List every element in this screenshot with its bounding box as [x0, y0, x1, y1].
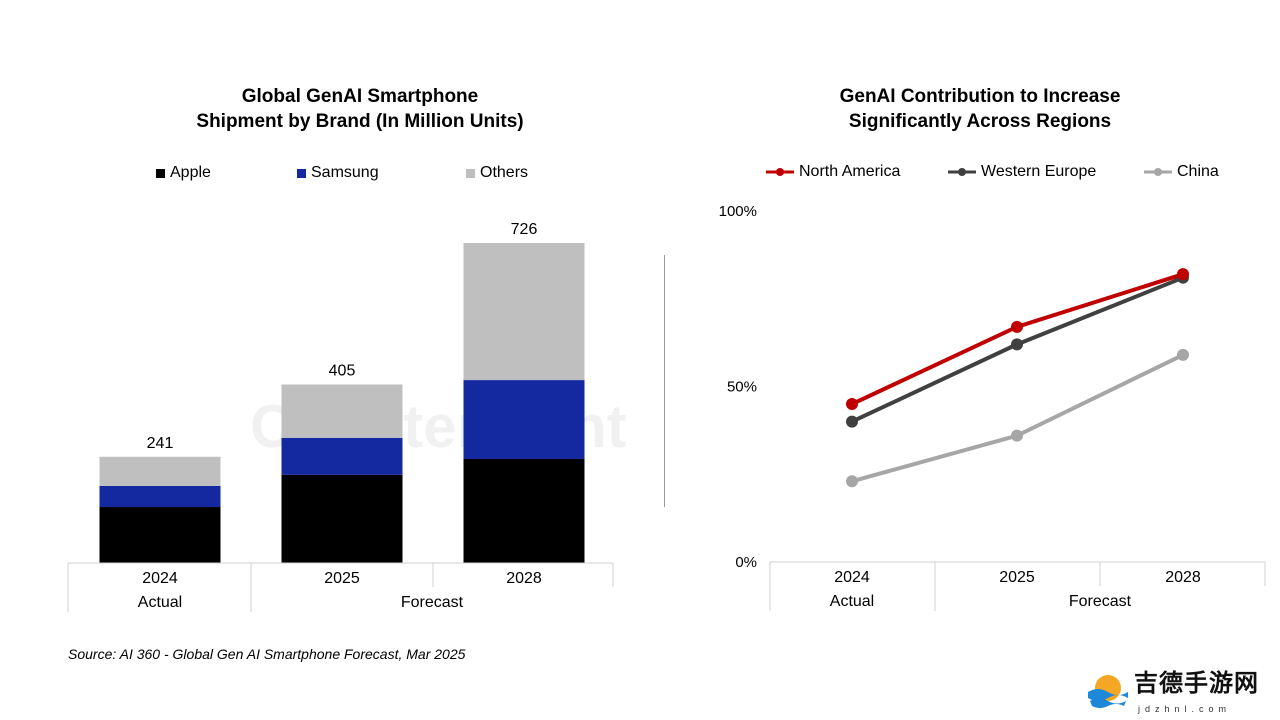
legend-swatch-apple — [156, 168, 165, 178]
bar-apple-2025 — [281, 474, 403, 563]
bar-chart-title: Global GenAI Smartphone Shipment by Bran… — [100, 84, 620, 134]
legend-marker-china — [1144, 168, 1172, 176]
line-x-tick-label: 2024 — [834, 569, 870, 586]
site-logo-url: jdzhnl.com — [1138, 704, 1232, 714]
line-y-tick-label: 100% — [719, 203, 757, 220]
bar-apple-2028 — [463, 458, 585, 563]
legend-label: Apple — [170, 164, 211, 181]
line-point-western-europe-2024 — [846, 415, 858, 428]
legend-western-europe: Western Europe — [948, 163, 1096, 181]
legend-swatch-others — [466, 168, 475, 178]
line-point-china-2025 — [1011, 429, 1023, 442]
source-note: Source: AI 360 - Global Gen AI Smartphon… — [68, 646, 466, 662]
bar-apple-2024 — [99, 507, 221, 563]
bar-total-label-2028: 726 — [511, 221, 538, 238]
line-point-north-america-2028 — [1177, 268, 1189, 281]
line-group-label: Actual — [830, 593, 874, 610]
legend-label: Western Europe — [981, 163, 1097, 180]
legend-marker-na — [766, 168, 794, 176]
legend-label: Others — [480, 164, 529, 181]
line-chart-title: GenAI Contribution to Increase Significa… — [720, 84, 1240, 134]
legend-marker-we — [948, 168, 976, 176]
bar-group-label: Forecast — [401, 594, 464, 611]
line-x-tick-label: 2025 — [999, 569, 1035, 586]
line-point-north-america-2025 — [1011, 320, 1023, 333]
site-logo-icon — [1088, 675, 1128, 708]
bar-x-tick-label: 2024 — [142, 570, 178, 587]
divider — [664, 255, 665, 507]
line-point-china-2028 — [1177, 348, 1189, 361]
line-series-china — [851, 353, 1184, 484]
bar-others-2024 — [99, 456, 221, 486]
legend-apple: Apple — [156, 164, 211, 182]
line-point-china-2024 — [846, 475, 858, 488]
bar-others-2025 — [281, 384, 403, 438]
legend-label: Samsung — [311, 164, 379, 181]
legend-samsung: Samsung — [297, 164, 379, 182]
bar-total-label-2025: 405 — [329, 362, 356, 379]
line-y-tick-label: 50% — [727, 379, 757, 396]
legend-north-america: North America — [766, 163, 900, 181]
bar-others-2028 — [463, 243, 585, 381]
legend-label: China — [1177, 163, 1219, 180]
legend-china: China — [1144, 163, 1219, 181]
bar-samsung-2028 — [463, 380, 585, 459]
legend-others: Others — [466, 164, 528, 182]
bar-samsung-2025 — [281, 437, 403, 475]
line-x-tick-label: 2028 — [1165, 569, 1201, 586]
bar-total-label-2024: 241 — [147, 435, 174, 452]
legend-label: North America — [799, 163, 901, 180]
bar-x-tick-label: 2028 — [506, 570, 542, 587]
bar-title-line-1: Global GenAI Smartphone — [241, 86, 479, 107]
bar-x-tick-label: 2025 — [324, 570, 360, 587]
bar-title-line-2: Shipment by Brand (In Million Units) — [196, 111, 524, 132]
site-logo-text: 吉德手游网 — [1134, 670, 1259, 697]
line-y-tick-label: 0% — [735, 554, 757, 571]
line-point-north-america-2024 — [846, 398, 858, 411]
line-group-label: Forecast — [1069, 593, 1132, 610]
line-point-western-europe-2025 — [1011, 338, 1023, 351]
bar-samsung-2024 — [99, 485, 221, 508]
line-title-line-2: Significantly Across Regions — [848, 111, 1112, 132]
legend-swatch-samsung — [297, 168, 306, 178]
line-title-line-1: GenAI Contribution to Increase — [839, 86, 1121, 107]
site-logo: 吉德手游网 jdzhnl.com — [1086, 670, 1276, 720]
bar-group-label: Actual — [138, 594, 182, 611]
